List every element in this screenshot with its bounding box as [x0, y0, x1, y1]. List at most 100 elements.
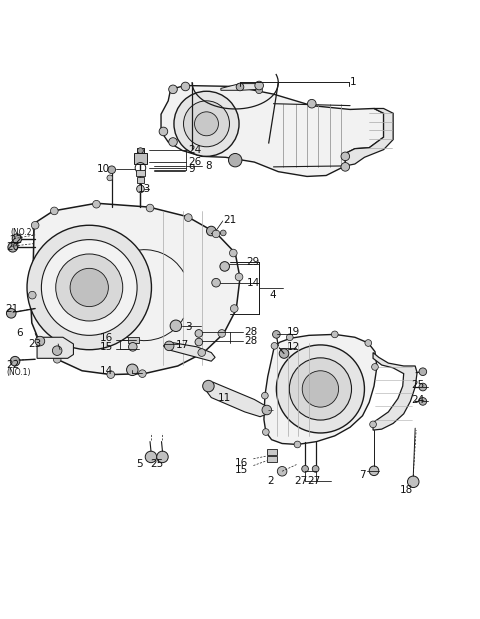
- Circle shape: [164, 341, 174, 350]
- Circle shape: [6, 308, 16, 318]
- Circle shape: [203, 380, 214, 392]
- Circle shape: [107, 175, 113, 181]
- Text: 22: 22: [9, 235, 23, 245]
- Circle shape: [262, 405, 272, 415]
- Text: 28: 28: [244, 336, 257, 346]
- Circle shape: [287, 334, 293, 340]
- Text: 16: 16: [100, 333, 113, 343]
- Text: 8: 8: [205, 161, 212, 171]
- Circle shape: [370, 421, 376, 428]
- Text: 29: 29: [247, 257, 260, 267]
- Text: 27: 27: [295, 476, 308, 486]
- Circle shape: [139, 370, 146, 378]
- Circle shape: [419, 368, 427, 376]
- Circle shape: [195, 338, 203, 346]
- Text: 20: 20: [6, 242, 20, 253]
- Polygon shape: [163, 342, 215, 361]
- Text: (NO.1): (NO.1): [6, 368, 31, 377]
- Circle shape: [53, 355, 61, 363]
- Bar: [267, 456, 277, 462]
- Circle shape: [198, 348, 205, 357]
- Circle shape: [228, 154, 242, 167]
- Circle shape: [229, 249, 237, 257]
- Text: 7: 7: [359, 470, 365, 480]
- Circle shape: [302, 371, 338, 407]
- Circle shape: [50, 207, 58, 215]
- Text: 6: 6: [16, 329, 23, 339]
- Circle shape: [137, 185, 144, 193]
- Circle shape: [372, 363, 378, 370]
- Polygon shape: [161, 85, 384, 176]
- Circle shape: [36, 338, 44, 346]
- Circle shape: [195, 329, 203, 337]
- Text: 10: 10: [96, 164, 109, 175]
- Polygon shape: [205, 383, 270, 417]
- Circle shape: [168, 137, 177, 146]
- Circle shape: [262, 392, 268, 399]
- Circle shape: [12, 234, 22, 243]
- Circle shape: [206, 226, 216, 236]
- Circle shape: [271, 342, 278, 349]
- Text: 25: 25: [150, 459, 163, 469]
- Circle shape: [41, 240, 137, 335]
- Text: 12: 12: [287, 342, 300, 352]
- Circle shape: [159, 127, 168, 136]
- Polygon shape: [373, 353, 417, 430]
- Text: 25: 25: [411, 380, 425, 390]
- Circle shape: [93, 201, 100, 208]
- Bar: [134, 154, 147, 164]
- Circle shape: [28, 292, 36, 299]
- Text: 19: 19: [287, 327, 300, 337]
- Circle shape: [170, 320, 181, 332]
- Circle shape: [341, 163, 349, 171]
- Circle shape: [369, 466, 379, 475]
- Circle shape: [174, 91, 239, 157]
- Circle shape: [263, 429, 269, 435]
- Text: 13: 13: [138, 184, 151, 194]
- Text: 22: 22: [6, 360, 20, 370]
- Text: 2: 2: [267, 476, 274, 486]
- Circle shape: [138, 148, 144, 154]
- Circle shape: [56, 254, 123, 321]
- Bar: [137, 178, 144, 183]
- Circle shape: [184, 214, 192, 222]
- Circle shape: [255, 81, 264, 90]
- Circle shape: [27, 225, 152, 350]
- Text: 27: 27: [307, 476, 320, 486]
- Text: 24: 24: [188, 145, 202, 155]
- Circle shape: [52, 346, 62, 355]
- Circle shape: [294, 441, 301, 448]
- Circle shape: [10, 357, 20, 366]
- Circle shape: [276, 345, 364, 433]
- Text: 21: 21: [223, 215, 236, 225]
- Text: 14: 14: [247, 278, 260, 288]
- Circle shape: [129, 342, 137, 351]
- Circle shape: [341, 152, 349, 161]
- Circle shape: [31, 222, 39, 229]
- Text: 1: 1: [350, 77, 357, 87]
- Text: 4: 4: [270, 290, 276, 300]
- Polygon shape: [221, 84, 259, 90]
- Circle shape: [331, 331, 338, 338]
- Circle shape: [408, 476, 419, 488]
- Circle shape: [194, 112, 218, 136]
- Bar: [128, 337, 139, 343]
- Text: 5: 5: [137, 459, 143, 469]
- Circle shape: [277, 467, 287, 476]
- Circle shape: [279, 348, 289, 358]
- Circle shape: [181, 82, 190, 91]
- Circle shape: [273, 331, 280, 338]
- Text: 28: 28: [244, 327, 257, 337]
- Circle shape: [419, 397, 427, 405]
- Circle shape: [107, 371, 115, 378]
- Circle shape: [230, 305, 238, 313]
- Circle shape: [127, 364, 138, 376]
- Circle shape: [212, 230, 220, 238]
- Text: 17: 17: [176, 340, 189, 350]
- Circle shape: [312, 465, 319, 472]
- Circle shape: [168, 85, 177, 93]
- Text: 24: 24: [411, 396, 425, 405]
- Circle shape: [365, 340, 372, 347]
- Circle shape: [183, 101, 229, 147]
- Text: 16: 16: [235, 457, 249, 468]
